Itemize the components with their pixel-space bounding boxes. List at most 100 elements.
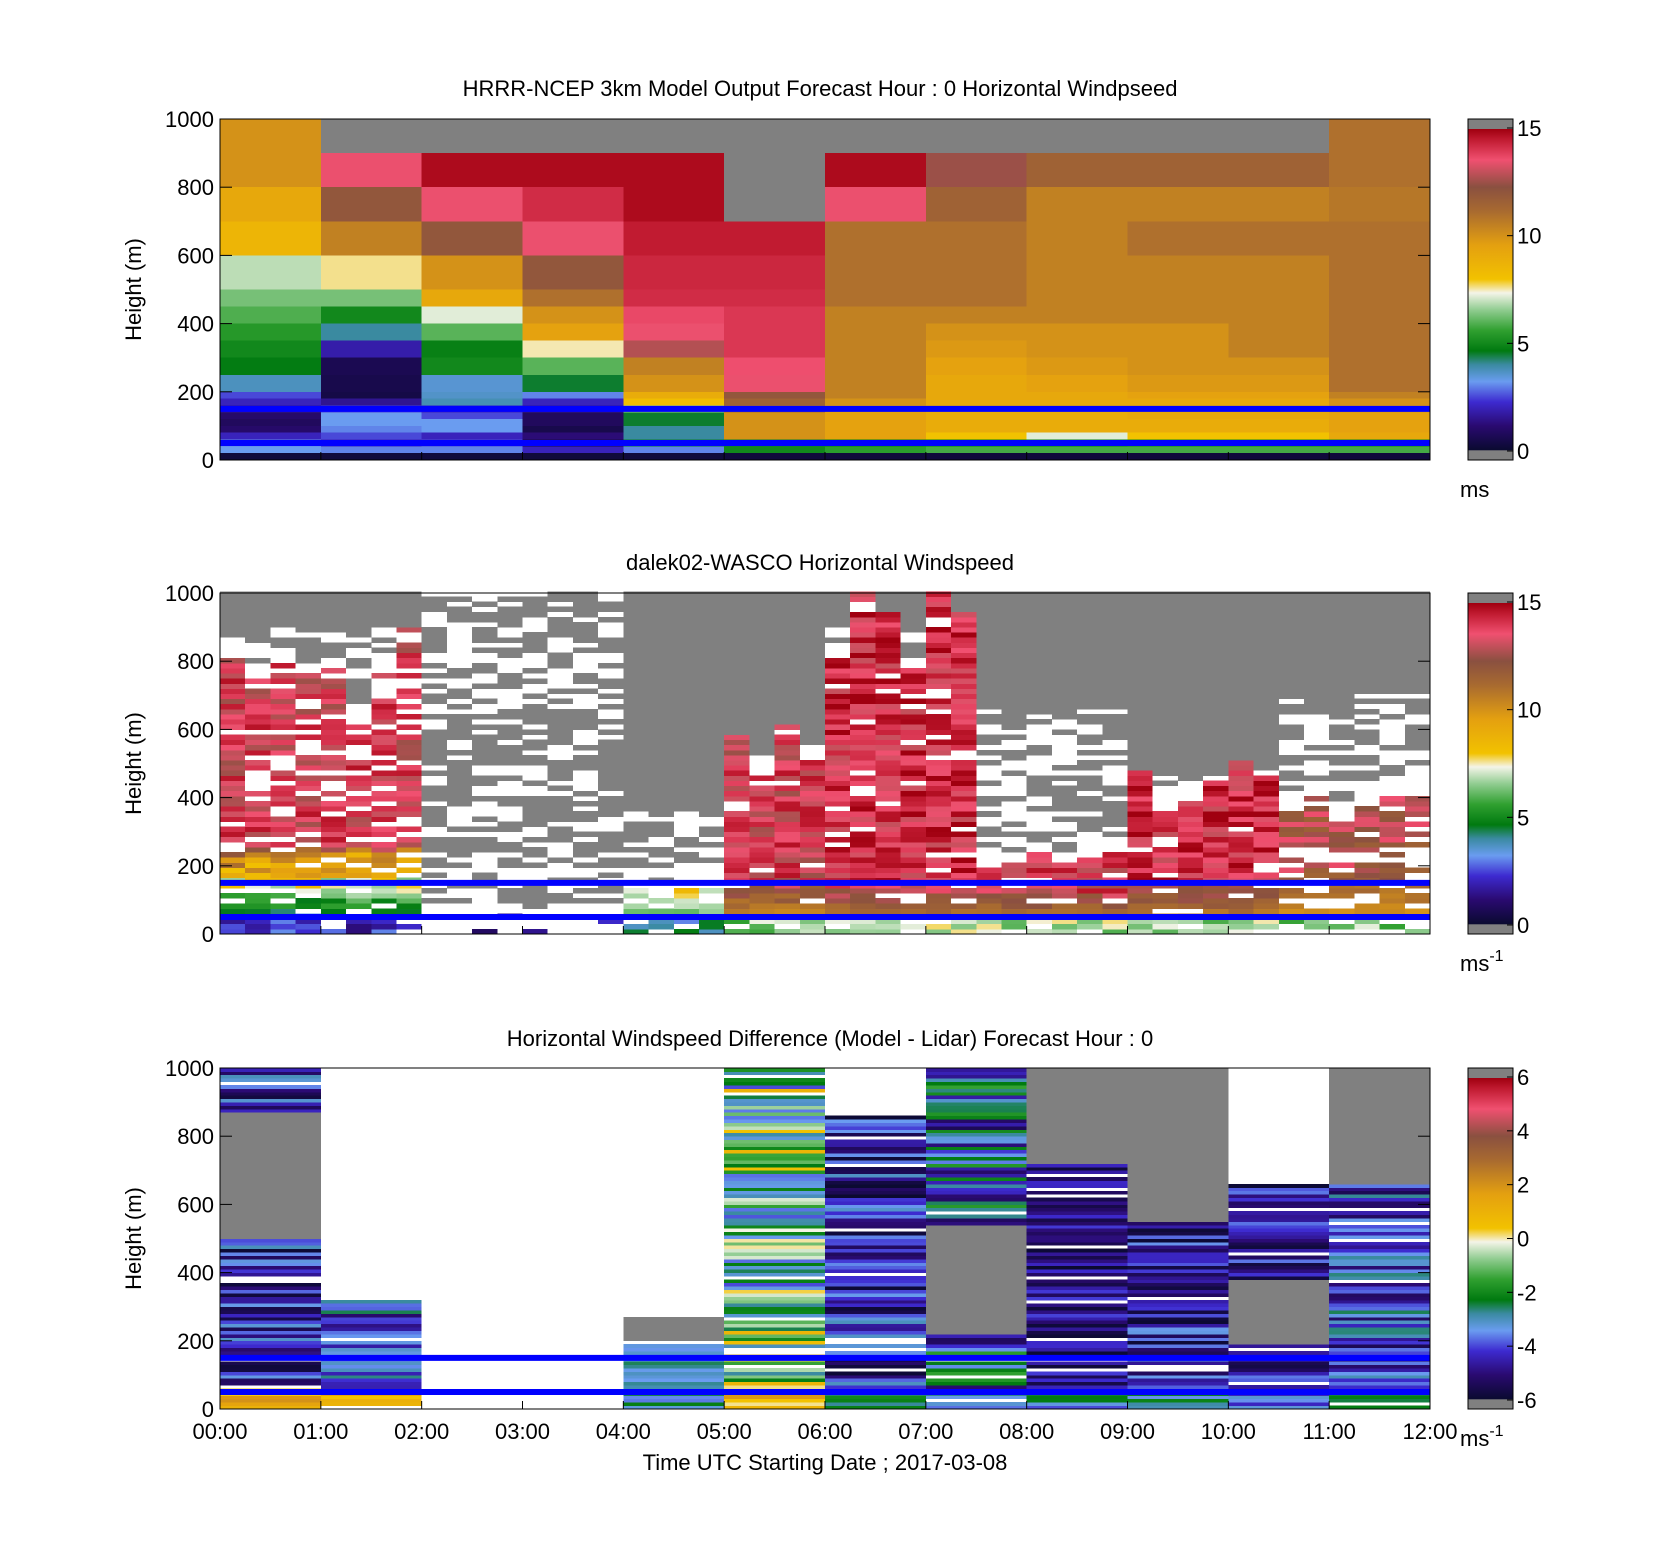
heatmap-cell (1026, 419, 1128, 427)
lidar-cell (698, 918, 725, 925)
lidar-cell (1379, 616, 1405, 623)
lidar-cell (270, 714, 296, 720)
lidar-cell (698, 719, 725, 725)
colorbar-unit: ms (1460, 477, 1489, 502)
lidar-cell (1379, 841, 1405, 848)
lidar-cell (1329, 637, 1355, 643)
lidar-cell (1127, 683, 1153, 689)
lidar-cell (925, 668, 952, 674)
lidar-cell (295, 642, 321, 648)
lidar-cell (951, 918, 977, 925)
lidar-cell (1404, 611, 1430, 618)
lidar-cell (1379, 795, 1405, 802)
lidar-cell (774, 683, 800, 689)
lidar-cell (850, 908, 876, 914)
lidar-cell (1228, 734, 1254, 741)
lidar-cell (245, 724, 271, 730)
lidar-cell (1077, 652, 1103, 659)
lidar-cell (749, 775, 775, 781)
lidar-cell (900, 806, 926, 812)
lidar-cell (850, 847, 876, 853)
lidar-cell (396, 785, 422, 792)
lidar-cell (749, 739, 775, 746)
difference-cell (1329, 1187, 1430, 1192)
lidar-cell (698, 611, 725, 618)
difference-cell (925, 1098, 1027, 1103)
lidar-cell (371, 698, 397, 705)
lidar-cell (825, 785, 851, 792)
difference-cell (825, 1282, 926, 1287)
lidar-cell (825, 790, 851, 797)
difference-cell (320, 1306, 422, 1311)
difference-cell (1329, 1183, 1430, 1188)
lidar-cell (421, 785, 447, 792)
lidar-cell (1203, 724, 1229, 730)
y-tick-label: 0 (202, 448, 214, 473)
difference-cell (1127, 1262, 1229, 1267)
lidar-cell (1404, 893, 1430, 899)
difference-cell (825, 1258, 926, 1263)
lidar-cell (900, 847, 926, 853)
lidar-cell (1051, 790, 1078, 797)
lidar-cell (698, 647, 725, 654)
lidar-cell (472, 872, 498, 879)
lidar-cell (648, 616, 674, 623)
difference-cell (220, 1095, 321, 1100)
difference-cell (825, 1269, 926, 1273)
lidar-cell (446, 790, 473, 797)
difference-cell (220, 1112, 321, 1117)
difference-cell (825, 1364, 926, 1369)
heatmap-cell (925, 255, 1027, 290)
lidar-cell (472, 847, 498, 853)
difference-cell (220, 1255, 321, 1260)
lidar-cell (951, 734, 977, 741)
lidar-cell (1177, 724, 1204, 730)
difference-cell (724, 1398, 825, 1403)
difference-cell (1329, 1091, 1430, 1096)
lidar-cell (799, 923, 825, 930)
lidar-cell (1026, 611, 1052, 618)
difference-cell (724, 1122, 825, 1127)
difference-cell (1026, 1081, 1128, 1086)
lidar-cell (1379, 652, 1405, 659)
lidar-cell (724, 688, 750, 694)
heatmap-cell (1329, 255, 1430, 290)
lidar-cell (673, 770, 699, 776)
lidar-cell (648, 601, 674, 608)
difference-cell (925, 1255, 1027, 1260)
lidar-cell (925, 836, 952, 843)
lidar-cell (1152, 724, 1178, 730)
difference-cell (320, 1340, 422, 1345)
x-tick-label: 04:00 (596, 1419, 651, 1444)
lidar-cell (724, 734, 750, 741)
lidar-cell (925, 703, 952, 710)
lidar-cell (598, 780, 624, 787)
difference-cell (724, 1211, 825, 1216)
lidar-cell (850, 749, 876, 756)
lidar-cell (1404, 898, 1430, 904)
difference-cell (1329, 1378, 1430, 1383)
lidar-cell (1203, 893, 1229, 899)
lidar-cell (446, 729, 473, 735)
lidar-cell (220, 857, 246, 863)
lidar-cell (371, 703, 397, 710)
lidar-cell (825, 826, 851, 833)
colorbar-unit-superscript: -1 (1489, 948, 1503, 965)
lidar-cell (522, 806, 548, 812)
lidar-cell (875, 729, 901, 735)
lidar-cell (673, 606, 699, 613)
difference-cell (925, 1395, 1027, 1400)
lidar-cell (774, 662, 800, 669)
lidar-cell (1077, 616, 1103, 623)
difference-cell (724, 1112, 825, 1117)
lidar-cell (850, 887, 876, 894)
lidar-cell (1228, 749, 1254, 756)
difference-cell (1127, 1108, 1229, 1113)
lidar-cell (1152, 862, 1178, 868)
colorbar-tick-label: 5 (1517, 805, 1529, 830)
lidar-cell (749, 637, 775, 643)
difference-cell (925, 1368, 1027, 1372)
lidar-cell (396, 923, 422, 930)
difference-cell (925, 1187, 1027, 1192)
lidar-cell (1278, 908, 1304, 914)
